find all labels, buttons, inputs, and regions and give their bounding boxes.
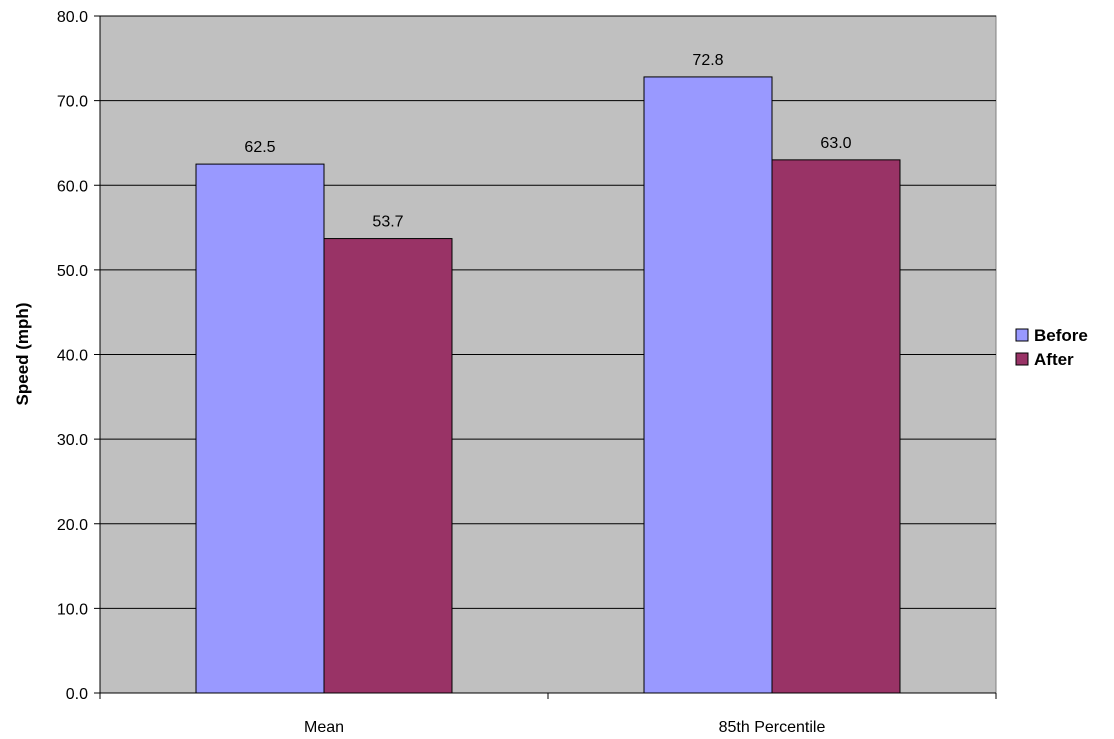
y-tick-label: 10.0 [57,601,88,618]
bar-before [195,163,325,694]
legend: Before After [1015,326,1088,369]
legend-label-before: Before [1034,326,1088,345]
y-axis-title: Speed (mph) [13,303,32,406]
y-tick-label: 60.0 [57,178,88,195]
data-label: 63.0 [820,135,851,152]
bar-after [323,238,453,694]
axes [94,15,997,699]
x-tick-label: Mean [304,719,344,736]
y-tick-label: 70.0 [57,94,88,111]
bars [195,76,901,694]
y-tick-label: 20.0 [57,517,88,534]
x-tick-label: 85th Percentile [719,719,826,736]
y-tick-label: 0.0 [66,686,88,703]
y-tick-labels: 0.0 10.0 20.0 30.0 40.0 50.0 60.0 70.0 80.0 [57,9,88,703]
data-label: 72.8 [692,52,723,69]
legend-swatch-after [1015,352,1029,366]
legend-label-after: After [1034,350,1074,369]
bar-after [771,159,901,694]
y-tick-label: 50.0 [57,263,88,280]
data-label: 53.7 [372,214,403,231]
y-tick-label: 40.0 [57,348,88,365]
bar-before [643,76,773,694]
x-tick-labels: Mean 85th Percentile [304,719,825,736]
y-tick-label: 30.0 [57,432,88,449]
y-tick-label: 80.0 [57,9,88,26]
data-label: 62.5 [244,139,275,156]
legend-swatch-before [1015,328,1029,342]
data-labels: 62.5 53.7 72.8 63.0 [244,52,851,231]
